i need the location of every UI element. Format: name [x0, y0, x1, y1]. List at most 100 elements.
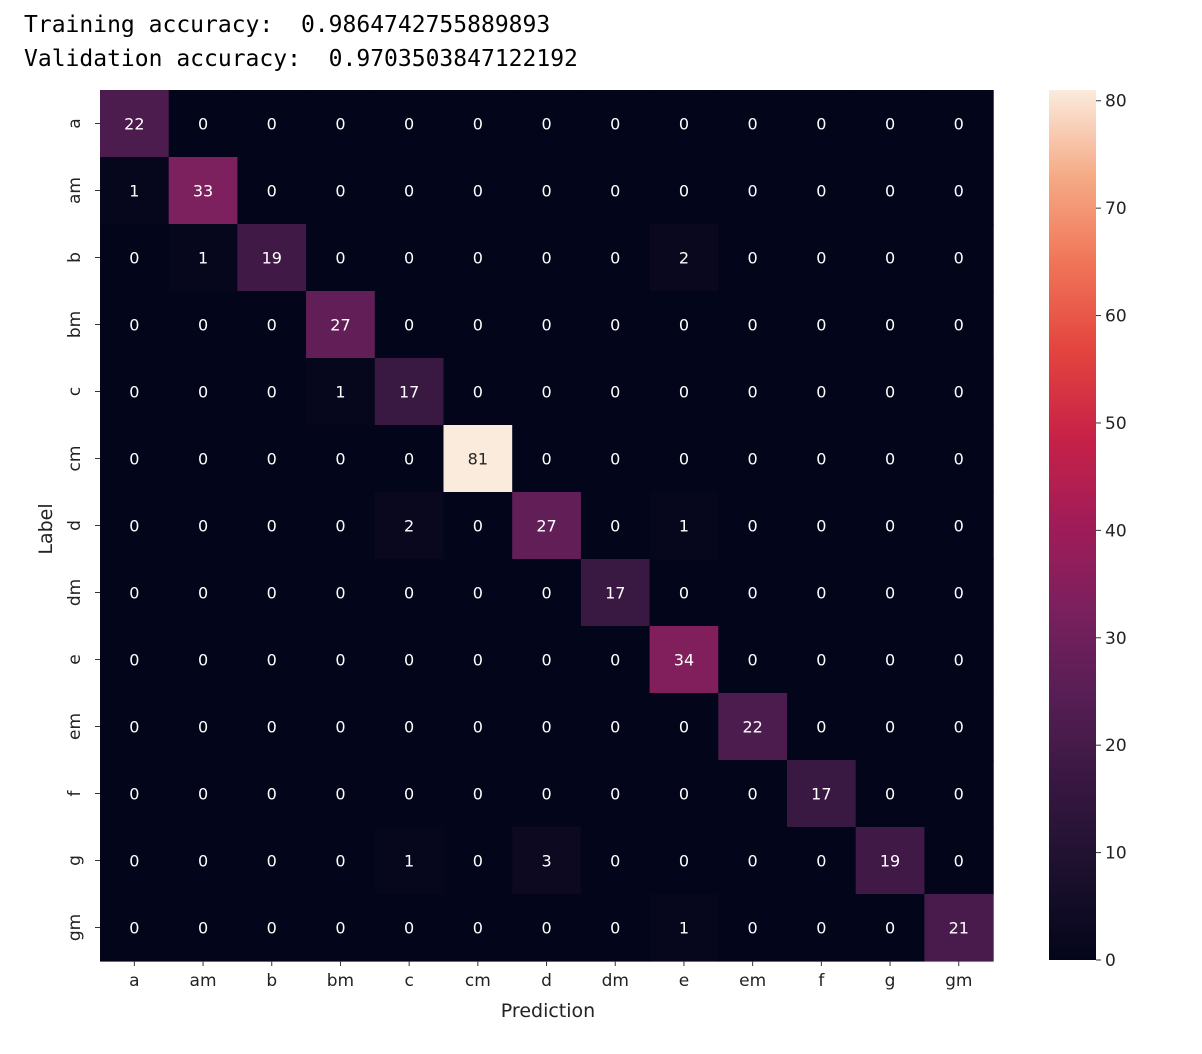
cell-value-label: 0	[816, 651, 826, 670]
heatmap-cell	[787, 224, 857, 292]
cell-value-label: 0	[748, 115, 758, 134]
heatmap-cell	[718, 157, 788, 225]
cell-value-label: 0	[335, 450, 345, 469]
heatmap-cell	[306, 492, 376, 560]
heatmap-cell	[580, 492, 651, 560]
heatmap-cell	[237, 827, 307, 895]
heatmap-cell	[306, 760, 376, 828]
heatmap-cell	[580, 90, 651, 158]
heatmap-cell	[787, 425, 857, 493]
cell-value-label: 0	[335, 651, 345, 670]
cell-value-label: 0	[679, 785, 689, 804]
heatmap-cell	[100, 626, 170, 694]
cell-value-label: 0	[267, 182, 277, 201]
cell-value-label: 0	[885, 249, 895, 268]
heatmap-cell	[787, 693, 857, 761]
cell-value-label: 0	[129, 450, 139, 469]
heatmap-cell	[168, 760, 238, 828]
cell-value-label: 0	[610, 316, 620, 335]
heatmap-cell	[649, 827, 719, 895]
heatmap-cell	[855, 894, 925, 962]
cell-value-label: 0	[679, 182, 689, 201]
cell-value-label: 0	[129, 383, 139, 402]
cell-value-label: 0	[129, 517, 139, 536]
cell-value-label: 0	[954, 115, 964, 134]
cell-value-label: 0	[267, 852, 277, 871]
cell-value-label: 0	[129, 919, 139, 938]
y-tick-label: em	[65, 713, 85, 740]
heatmap-cell	[306, 90, 376, 158]
heatmap-cell	[649, 291, 719, 359]
x-tick-label: a	[129, 971, 139, 991]
x-tick-label: d	[541, 971, 552, 991]
heatmap-cell	[649, 492, 719, 560]
cell-value-label: 0	[954, 450, 964, 469]
cell-value-label: 0	[610, 919, 620, 938]
heatmap-cell	[443, 693, 513, 761]
heatmap-cell	[787, 559, 857, 627]
cell-value-label: 0	[335, 852, 345, 871]
heatmap-cell	[168, 626, 238, 694]
heatmap-cell	[855, 90, 925, 158]
cell-value-label: 19	[880, 852, 900, 871]
cell-value-label: 0	[748, 651, 758, 670]
cell-value-label: 0	[679, 316, 689, 335]
heatmap-cell	[237, 157, 307, 225]
cell-value-label: 0	[473, 852, 483, 871]
cell-value-label: 0	[404, 450, 414, 469]
heatmap-cell	[100, 425, 170, 493]
cell-value-label: 0	[473, 316, 483, 335]
heatmap-cell	[168, 894, 238, 962]
y-tick-label: c	[65, 387, 85, 396]
heatmap-cell	[237, 693, 307, 761]
heatmap-cell	[924, 626, 994, 694]
heatmap-cell	[924, 224, 994, 292]
cell-value-label: 0	[885, 785, 895, 804]
heatmap-cell	[787, 291, 857, 359]
y-axis-label: Label	[35, 503, 57, 554]
cell-value-label: 0	[198, 651, 208, 670]
heatmap-cell	[855, 358, 925, 426]
heatmap-cell	[512, 559, 582, 627]
training-accuracy-line: Training accuracy: 0.9864742755889893	[24, 8, 578, 42]
heatmap-cell	[580, 425, 651, 493]
y-tick-label: e	[65, 654, 85, 664]
cell-value-label: 0	[473, 249, 483, 268]
heatmap-cell	[374, 224, 445, 292]
cell-value-label: 0	[954, 651, 964, 670]
cell-value-label: 2	[404, 517, 414, 536]
heatmap-cell	[374, 90, 445, 158]
heatmap-cell	[168, 291, 238, 359]
heatmap-cell	[443, 626, 513, 694]
cell-value-label: 0	[954, 383, 964, 402]
cell-value-label: 0	[748, 852, 758, 871]
heatmap-cell	[168, 224, 238, 292]
y-tick-label: d	[65, 520, 85, 531]
heatmap-cells: 22 0 0 0 0 0 0 0 0 0 0 0 0 1 33 0 0 0 0 0 0 0 0 0 0 0 0 1 19 0 0 0 0 0 2 0 0…	[100, 90, 994, 962]
cell-value-label: 0	[335, 584, 345, 603]
cell-value-label: 0	[885, 651, 895, 670]
cell-value-label: 21	[949, 919, 969, 938]
cell-value-label: 17	[605, 584, 625, 603]
validation-accuracy-line: Validation accuracy: 0.9703503847122192	[24, 42, 578, 76]
heatmap-cell	[443, 358, 513, 426]
cell-value-label: 0	[610, 249, 620, 268]
heatmap-cell	[306, 827, 376, 895]
cell-value-label: 2	[679, 249, 689, 268]
heatmap-cell	[168, 157, 238, 225]
cell-value-label: 0	[267, 651, 277, 670]
cell-value-label: 19	[262, 249, 282, 268]
colorbar-tick-label: 0	[1105, 951, 1116, 971]
cell-value-label: 1	[335, 383, 345, 402]
x-tick-label: c	[404, 971, 413, 991]
heatmap-cell	[306, 559, 376, 627]
heatmap-cell	[306, 224, 376, 292]
colorbar-tick-label: 20	[1105, 736, 1127, 756]
y-tick-label: cm	[65, 446, 85, 472]
heatmap-cell	[306, 894, 376, 962]
x-tick-label: f	[818, 971, 825, 991]
cell-value-label: 0	[885, 584, 895, 603]
cell-value-label: 0	[954, 852, 964, 871]
cell-value-label: 0	[404, 115, 414, 134]
cell-value-label: 0	[198, 718, 208, 737]
